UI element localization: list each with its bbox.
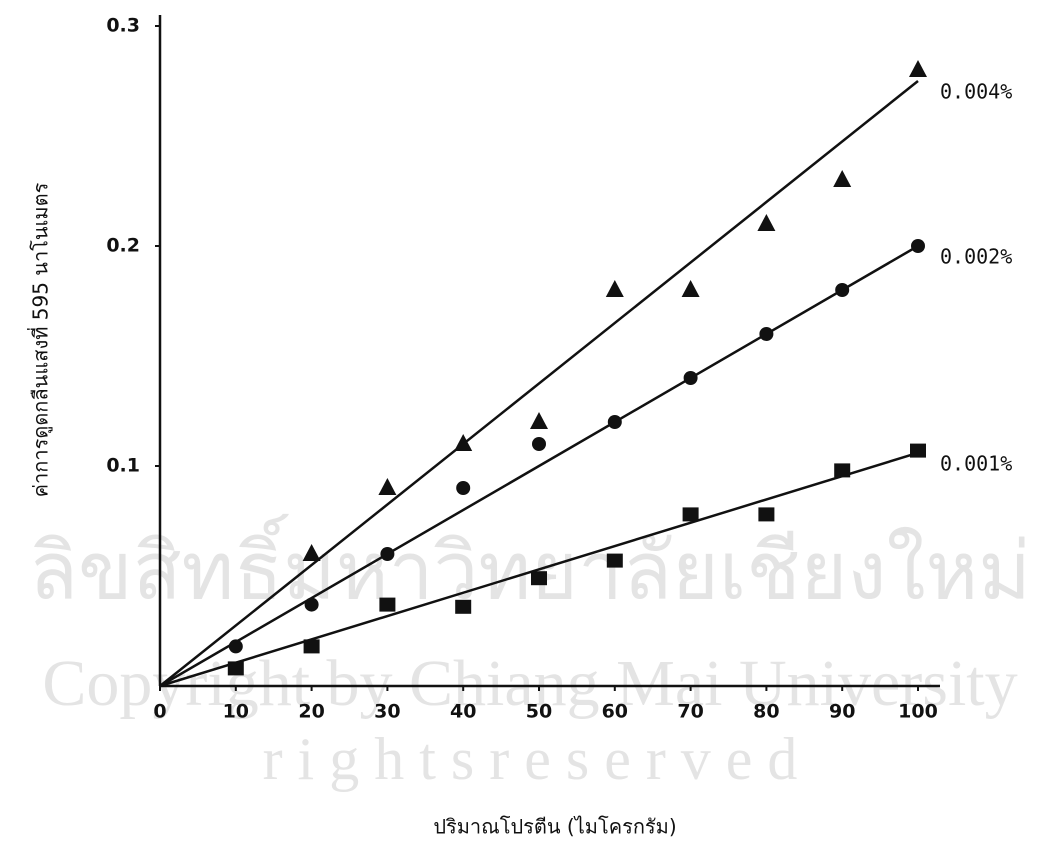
x-tick-label: 80	[753, 701, 779, 723]
x-tick-label: 0	[153, 701, 166, 723]
data-point	[229, 639, 243, 653]
x-tick-label: 50	[526, 701, 552, 723]
data-point	[456, 481, 470, 495]
data-point	[833, 170, 851, 187]
x-tick-label: 70	[677, 701, 703, 723]
watermark: ลิขสิทธิ์มหาวิทยาลัยเชียงใหม่	[29, 513, 1031, 616]
data-point	[835, 283, 849, 297]
data-point	[758, 507, 774, 521]
y-tick-label: 0.2	[106, 235, 140, 257]
data-point	[532, 437, 546, 451]
x-tick-label: 40	[450, 701, 476, 723]
data-point	[304, 639, 320, 653]
x-tick-label: 90	[829, 701, 855, 723]
y-tick-label: 0.1	[106, 455, 140, 477]
data-point	[759, 327, 773, 341]
data-point	[683, 507, 699, 521]
data-point	[909, 60, 927, 77]
data-point	[684, 371, 698, 385]
data-point	[911, 239, 925, 253]
data-point	[378, 478, 396, 495]
x-axis-label: ปริมาณโปรตีน (ไมโครกรัม)	[433, 815, 676, 839]
watermark: r i g h t s r e s e r v e d	[263, 726, 798, 792]
x-tick-label: 30	[374, 701, 400, 723]
x-tick-label: 100	[898, 701, 938, 723]
y-tick-label: 0.3	[106, 15, 140, 37]
data-point	[380, 547, 394, 561]
data-point	[910, 444, 926, 458]
series-label: 0.002%	[940, 245, 1012, 269]
data-point	[607, 554, 623, 568]
x-tick-label: 20	[298, 701, 324, 723]
data-point	[682, 280, 700, 297]
data-point	[228, 661, 244, 675]
data-point	[454, 434, 472, 451]
data-point	[305, 598, 319, 612]
data-point	[379, 598, 395, 612]
data-point	[455, 600, 471, 614]
x-tick-label: 60	[602, 701, 628, 723]
data-point	[531, 571, 547, 585]
data-point	[606, 280, 624, 297]
data-point	[834, 463, 850, 477]
chart: ลิขสิทธิ์มหาวิทยาลัยเชียงใหม่ Copyright …	[0, 0, 1059, 845]
data-point	[608, 415, 622, 429]
data-point	[757, 214, 775, 231]
fit-line	[160, 246, 918, 686]
series-label: 0.001%	[940, 451, 1012, 475]
y-axis-label: ค่าการดูดกลืนแสงที่ 595 นาโนเมตร	[27, 182, 54, 497]
x-tick-label: 10	[223, 701, 249, 723]
data-point	[530, 412, 548, 429]
series-label: 0.004%	[940, 80, 1012, 104]
